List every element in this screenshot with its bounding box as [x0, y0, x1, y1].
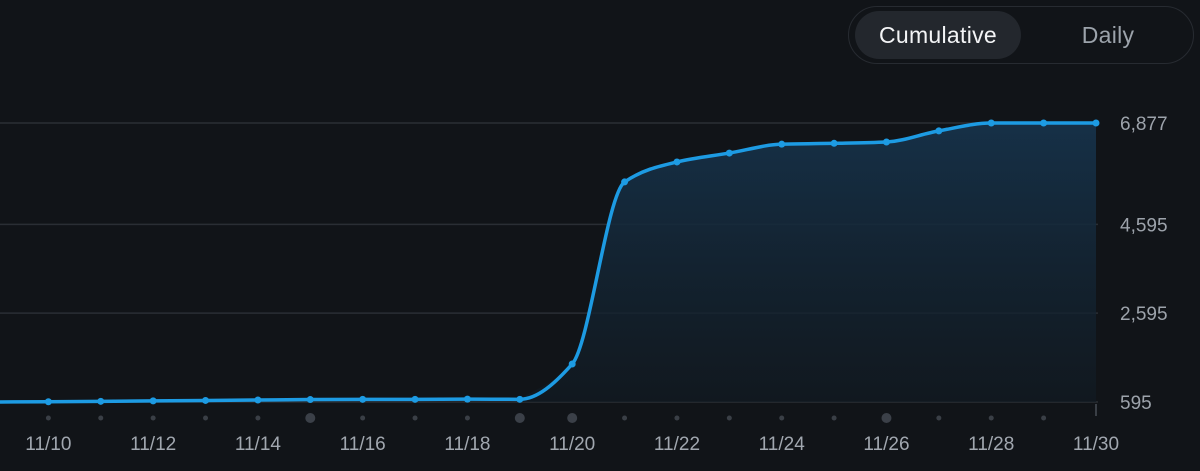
cumulative-tab[interactable]: Cumulative: [855, 11, 1021, 59]
data-point: [306, 396, 314, 404]
x-tick-label: 11/16: [340, 434, 386, 455]
data-point: [882, 138, 890, 146]
x-tick-label: 11/18: [444, 434, 490, 455]
data-point: [359, 395, 367, 403]
y-tick-label: 6,877: [1120, 114, 1168, 135]
data-point: [935, 127, 943, 135]
x-axis-tick-dot: [412, 415, 418, 421]
data-point: [411, 395, 419, 403]
x-tick-label: 11/14: [235, 434, 282, 455]
data-point: [44, 398, 52, 406]
x-axis-tick-dot: [881, 413, 892, 423]
x-axis-tick-dot: [150, 415, 156, 421]
x-tick-label: 11/26: [863, 434, 909, 455]
daily-tab[interactable]: Daily: [1081, 21, 1135, 48]
data-point: [621, 178, 629, 186]
x-tick-label: 11/30: [1073, 434, 1119, 455]
data-point: [254, 396, 262, 404]
data-point: [463, 395, 471, 403]
area-fill: [519, 123, 1096, 402]
data-point: [673, 158, 681, 166]
x-axis-tick-dot: [360, 415, 366, 421]
data-point: [778, 140, 786, 148]
x-axis-tick-dot: [305, 413, 316, 423]
data-point: [568, 360, 576, 368]
data-point: [516, 395, 524, 403]
x-axis-tick-dot: [674, 415, 680, 421]
x-tick-label: 11/10: [25, 434, 71, 455]
data-point: [97, 397, 105, 405]
y-tick-label: 4,595: [1120, 215, 1168, 236]
x-axis-tick-dot: [988, 415, 994, 421]
y-tick-label: 595: [1120, 393, 1152, 414]
x-axis-tick-dot: [98, 415, 104, 421]
x-axis-tick-dot: [464, 415, 470, 421]
x-axis-tick-dot: [203, 415, 209, 421]
data-point: [202, 396, 210, 404]
series-line: [0, 121, 1098, 404]
x-axis-tick-dot: [779, 415, 785, 421]
x-tick-label: 11/28: [968, 434, 1014, 455]
x-axis-tick-dot: [45, 415, 51, 421]
x-tick-label: 11/12: [130, 434, 176, 455]
data-point: [987, 119, 995, 127]
view-toggle: Cumulative Daily: [848, 6, 1194, 64]
data-point: [1040, 119, 1048, 127]
x-tick-label: 11/20: [549, 434, 595, 455]
x-axis-tick-dot: [622, 415, 628, 421]
x-axis-tick-dot: [1041, 415, 1047, 421]
x-axis-tick-dot: [831, 415, 837, 421]
x-axis-tick-dot: [936, 415, 942, 421]
x-axis-tick-dot: [255, 415, 261, 421]
data-point: [1092, 119, 1100, 127]
data-point: [725, 149, 733, 157]
x-tick-label: 11/24: [759, 434, 806, 455]
x-axis-tick-dot: [567, 413, 578, 423]
x-axis-tick-dot: [726, 415, 732, 421]
y-tick-label: 2,595: [1120, 304, 1168, 325]
data-point: [149, 397, 157, 405]
data-point: [830, 139, 838, 147]
x-axis-tick-dot: [514, 413, 525, 423]
x-tick-label: 11/22: [654, 434, 700, 455]
